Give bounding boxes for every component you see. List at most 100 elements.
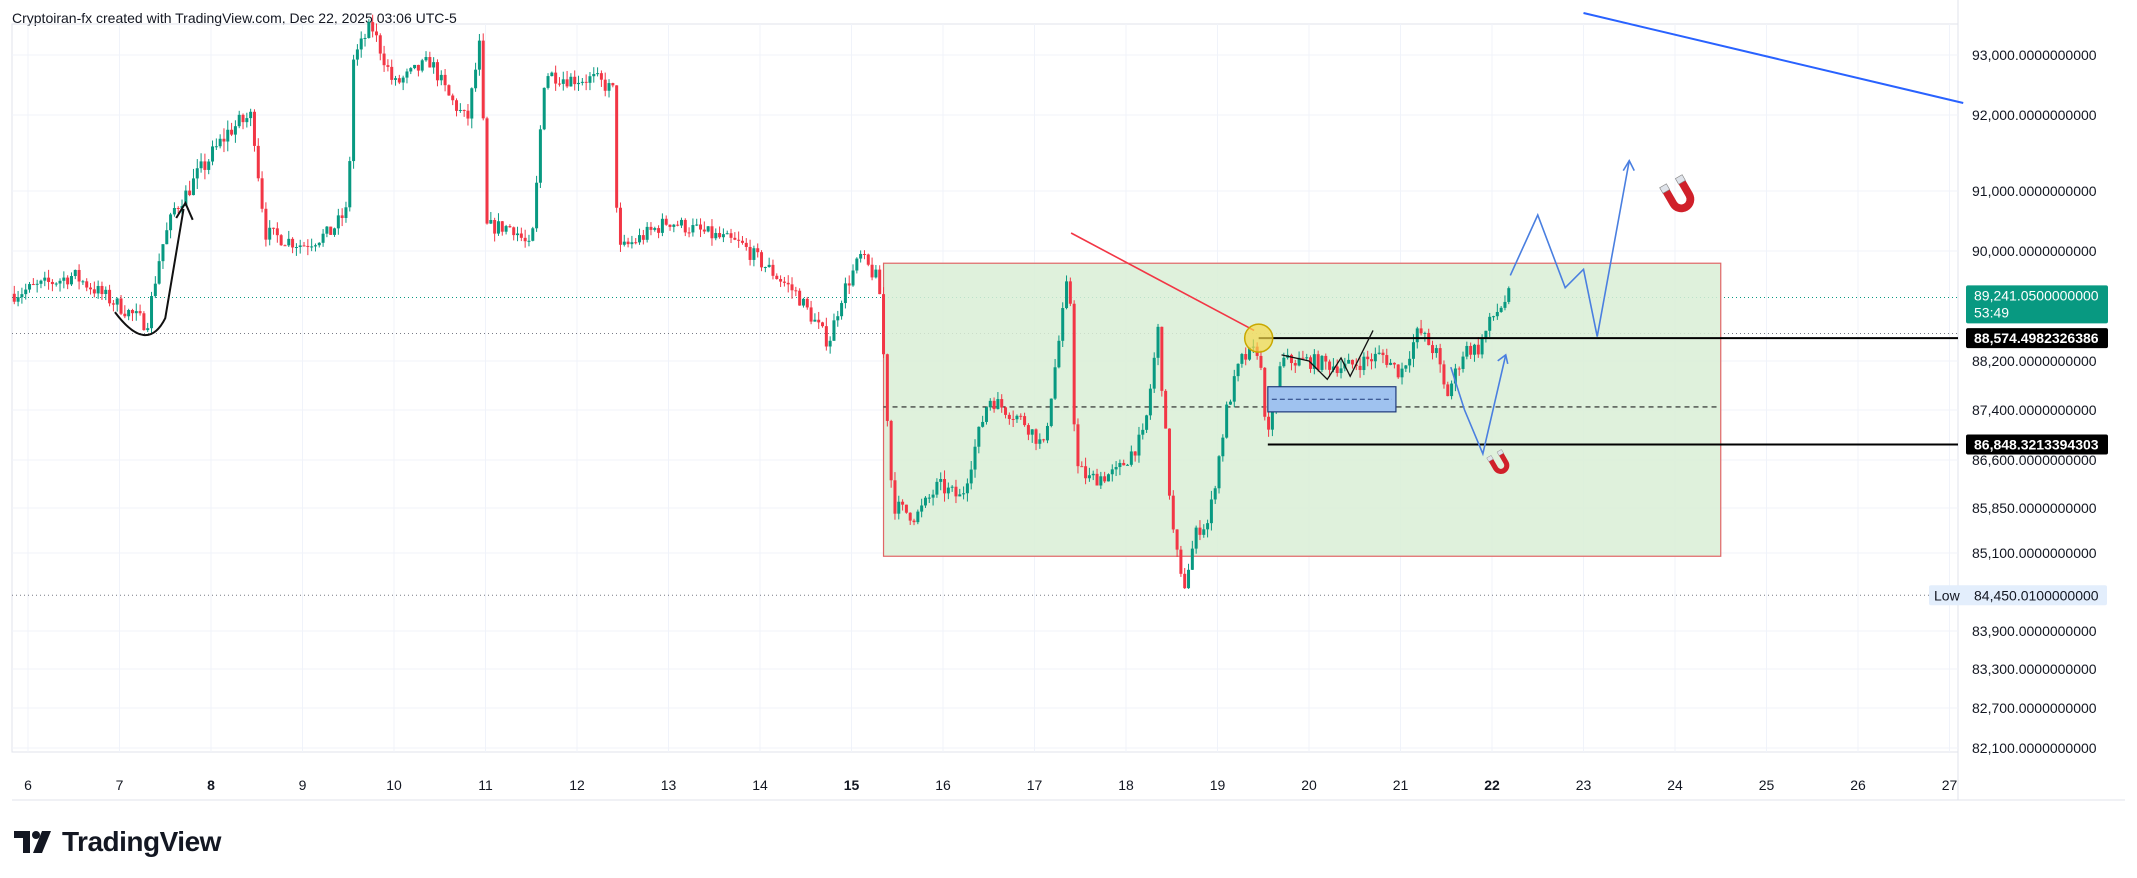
candle-body: [1331, 366, 1335, 370]
candle-body: [538, 129, 542, 183]
candle-body: [615, 85, 619, 208]
candle-body: [695, 224, 699, 226]
candle-body: [904, 504, 908, 513]
candle-body: [935, 481, 939, 495]
x-tick-label: 24: [1667, 777, 1683, 793]
candle-body: [763, 267, 767, 269]
tradingview-logo[interactable]: TradingView: [14, 826, 221, 858]
candle-body: [1415, 328, 1419, 343]
candle-body: [43, 277, 47, 281]
candle-body: [310, 246, 314, 248]
candle-body: [1084, 466, 1088, 479]
candle-body: [104, 289, 108, 295]
candle-body: [1072, 303, 1076, 425]
candle-body: [580, 81, 584, 83]
candle-body: [1434, 348, 1438, 354]
candle-body: [512, 227, 516, 236]
candle-body: [1236, 363, 1240, 377]
candle-body: [241, 114, 245, 123]
candle-body: [706, 226, 710, 232]
candle-body: [336, 215, 340, 229]
candle-body: [1396, 364, 1400, 378]
candle-body: [424, 57, 428, 61]
candles: [12, 14, 1511, 589]
candle-body: [287, 238, 291, 246]
candle-body: [115, 298, 119, 305]
candle-body: [1404, 365, 1408, 369]
candle-body: [977, 426, 981, 447]
candle-body: [1293, 363, 1297, 366]
candle-body: [413, 64, 417, 69]
candle-body: [54, 283, 58, 285]
candle-body: [69, 276, 73, 285]
x-tick-label: 6: [24, 777, 32, 793]
price-tag-countdown: 53:49: [1974, 304, 2009, 320]
y-tick-label: 86,600.0000000000: [1972, 452, 2097, 468]
y-tick-label: 83,900.0000000000: [1972, 623, 2097, 639]
magnet-icon: [1659, 174, 1695, 213]
candle-body: [169, 214, 173, 231]
candle-body: [1320, 355, 1324, 370]
candle-body: [1370, 359, 1374, 362]
candle-body: [832, 320, 836, 341]
low-tag-label: Low: [1934, 587, 1961, 603]
candle-body: [20, 294, 24, 298]
candle-body: [516, 233, 520, 236]
candle-body: [1145, 415, 1149, 430]
candle-body: [969, 469, 973, 484]
candle-body: [756, 248, 760, 253]
candle-body: [1011, 418, 1015, 420]
candle-body: [306, 245, 310, 247]
candle-body: [16, 297, 20, 302]
candle-body: [687, 232, 691, 234]
candle-body: [1213, 488, 1217, 500]
candle-body: [557, 83, 561, 85]
candle-body: [111, 303, 115, 305]
candle-body: [493, 220, 497, 234]
candle-body: [127, 310, 131, 317]
candle-body: [592, 74, 596, 77]
candle-body: [554, 72, 558, 84]
blue-trend-line: [1583, 12, 1964, 104]
candle-body: [31, 284, 35, 286]
candle-body: [191, 178, 195, 196]
candle-body: [1301, 357, 1305, 359]
candle-body: [1206, 523, 1210, 530]
candle-body: [1015, 415, 1019, 420]
candle-body: [542, 87, 546, 130]
candle-body: [462, 109, 466, 111]
candle-body: [1126, 464, 1130, 466]
candle-body: [1000, 399, 1004, 408]
candle-body: [657, 228, 661, 233]
candle-body: [1209, 499, 1213, 524]
candle-body: [1004, 407, 1008, 415]
level-tag-bg: [1966, 434, 2108, 455]
candle-body: [302, 245, 306, 247]
candle-body: [1042, 439, 1046, 441]
candle-body: [760, 252, 764, 268]
candle-body: [1446, 384, 1450, 397]
candle-body: [77, 269, 81, 282]
candle-body: [1129, 451, 1133, 465]
candle-body: [1347, 359, 1351, 364]
candle-body: [718, 233, 722, 238]
candle-body: [821, 322, 825, 327]
candle-body: [237, 114, 241, 127]
candle-body: [939, 479, 943, 482]
candle-body: [233, 126, 237, 135]
candle-body: [882, 294, 886, 355]
candle-body: [596, 73, 600, 75]
drawings: [114, 12, 1964, 474]
candle-body: [828, 340, 832, 347]
price-chart[interactable]: 93,000.0000000000 92,000.0000000000 91,000…: [0, 0, 2137, 810]
candle-body: [519, 233, 523, 238]
candle-body: [165, 230, 169, 245]
candle-body: [1377, 352, 1381, 354]
candle-body: [889, 420, 893, 481]
candle-body: [1400, 368, 1404, 378]
candle-body: [386, 65, 390, 67]
magnet-body: [1488, 452, 1510, 474]
candle-body: [1476, 344, 1480, 355]
candle-body: [748, 246, 752, 260]
candle-body: [1480, 338, 1484, 355]
